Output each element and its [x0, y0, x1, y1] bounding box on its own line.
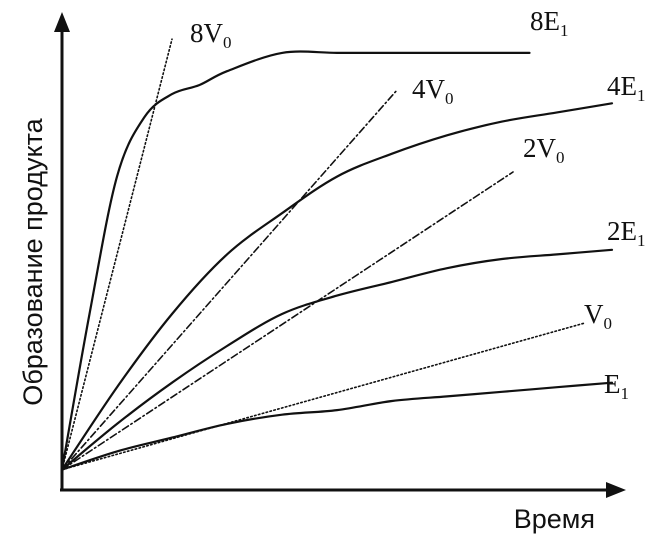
series-label-4e1: 4E1 [607, 71, 646, 105]
series-line-e1 [60, 381, 614, 471]
series-label-subscript: 0 [223, 33, 232, 52]
series-layer [60, 38, 614, 471]
series-label-4v0: 4V0 [412, 74, 454, 108]
x-axis-label: Время [514, 504, 595, 534]
series-line-8e1 [60, 50, 531, 471]
series-label-2e1: 2E1 [607, 216, 646, 250]
series-label-subscript: 0 [556, 148, 565, 167]
y-axis-arrow [54, 12, 70, 32]
series-label-subscript: 1 [621, 384, 630, 403]
series-label-main: 8V [190, 18, 224, 48]
series-label-subscript: 1 [637, 86, 646, 105]
series-label-subscript: 1 [637, 231, 646, 250]
series-line-v0 [61, 322, 586, 471]
series-label-2v0: 2V0 [523, 133, 565, 167]
series-line-2e1 [60, 248, 614, 471]
series-label-subscript: 1 [560, 21, 569, 40]
series-label-main: V [584, 299, 604, 329]
series-label-main: 2E [607, 216, 637, 246]
series-label-main: 4V [412, 74, 446, 104]
series-label-main: 8E [530, 6, 560, 36]
series-line-4e1 [60, 102, 614, 471]
series-label-subscript: 0 [445, 89, 454, 108]
axes [54, 12, 626, 498]
y-axis-label: Образование продукта [18, 117, 48, 405]
series-label-main: 4E [607, 71, 637, 101]
series-line-4v0 [61, 88, 399, 471]
series-line-2v0 [61, 171, 514, 471]
series-label-main: E [604, 369, 621, 399]
series-label-v0: V0 [584, 299, 612, 333]
series-label-subscript: 0 [604, 314, 613, 333]
series-label-8v0: 8V0 [190, 18, 232, 52]
series-label-e1: E1 [604, 369, 629, 403]
series-line-8v0 [61, 38, 173, 471]
series-label-main: 2V [523, 133, 557, 163]
x-axis-arrow [606, 482, 626, 498]
series-label-8e1: 8E1 [530, 6, 569, 40]
